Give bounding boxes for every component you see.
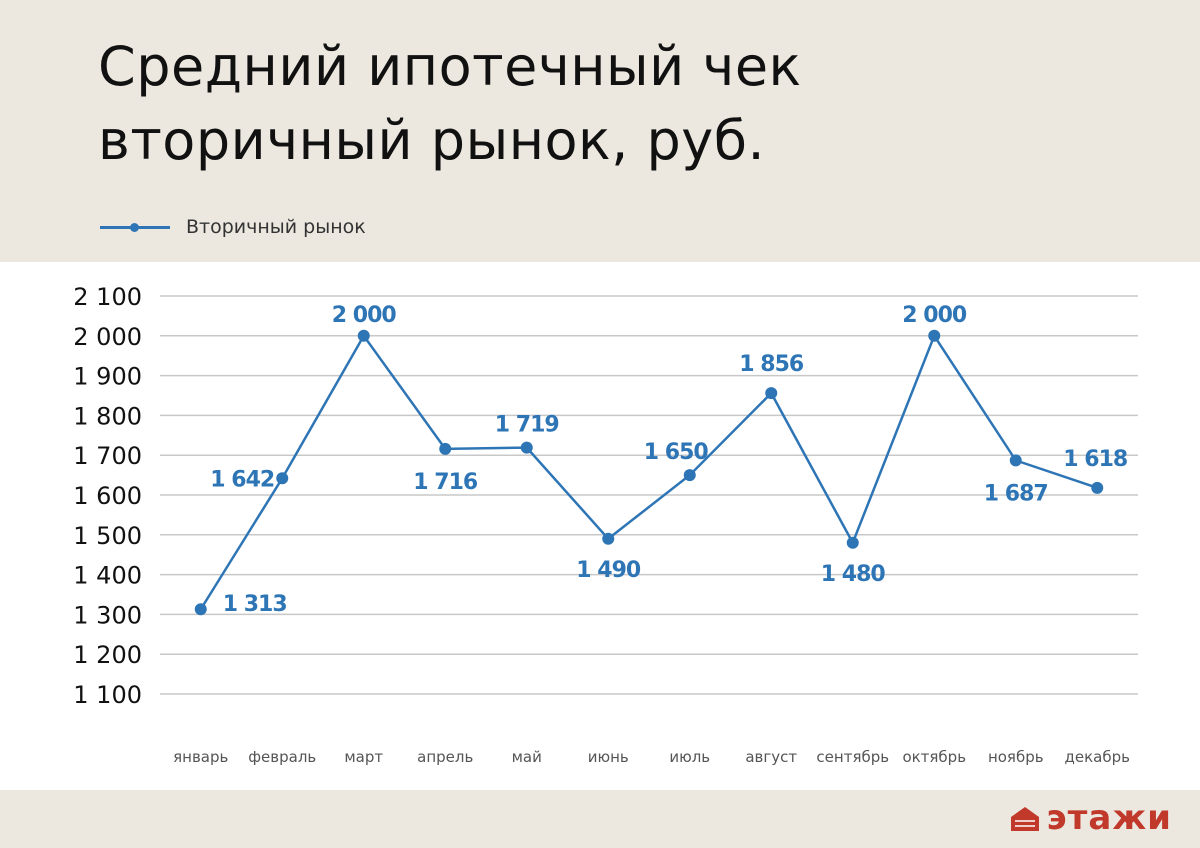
x-tick-label: апрель <box>417 748 473 766</box>
x-tick-label: июнь <box>588 748 629 766</box>
y-tick-label: 2 100 <box>73 283 142 311</box>
x-tick-label: июль <box>669 748 710 766</box>
x-tick-label: август <box>745 748 797 766</box>
chart-title: Средний ипотечный чек вторичный рынок, р… <box>98 30 1098 178</box>
legend-label: Вторичный рынок <box>186 216 366 238</box>
data-point <box>520 441 533 454</box>
x-tick-label: январь <box>173 748 228 766</box>
x-tick-label: ноябрь <box>988 748 1044 766</box>
x-tick-label: март <box>344 748 383 766</box>
brand-logo: этажи <box>1010 798 1172 838</box>
data-point <box>928 329 941 342</box>
data-label: 1 618 <box>1063 447 1127 472</box>
data-label: 1 642 <box>210 467 274 492</box>
logo-text: этажи <box>1046 798 1172 838</box>
x-tick-label: декабрь <box>1065 748 1130 766</box>
y-tick-label: 1 500 <box>73 522 142 550</box>
y-tick-label: 1 400 <box>73 562 142 590</box>
y-tick-label: 1 100 <box>73 681 142 709</box>
data-label: 2 000 <box>902 303 967 328</box>
x-tick-label: октябрь <box>902 748 966 766</box>
data-point <box>1009 454 1022 467</box>
x-tick-label: февраль <box>248 748 316 766</box>
data-point <box>357 329 370 342</box>
data-point <box>439 442 452 455</box>
chart-panel <box>0 262 1200 790</box>
data-point <box>765 387 778 400</box>
data-label: 1 716 <box>413 470 478 495</box>
x-tick-label: сентябрь <box>816 748 889 766</box>
data-label: 1 313 <box>223 592 287 617</box>
data-point <box>276 472 289 485</box>
data-point <box>1091 481 1104 494</box>
data-label: 1 650 <box>644 440 709 465</box>
y-tick-label: 2 000 <box>73 323 142 351</box>
legend-line-marker <box>100 220 170 234</box>
data-point <box>602 532 615 545</box>
data-label: 1 480 <box>821 562 886 587</box>
legend: Вторичный рынок <box>100 212 366 242</box>
data-label: 1 490 <box>576 558 641 583</box>
data-point <box>683 469 696 482</box>
house-icon <box>1010 807 1039 831</box>
y-tick-label: 1 800 <box>73 402 142 430</box>
y-tick-label: 1 200 <box>73 641 142 669</box>
data-label: 1 687 <box>984 481 1048 506</box>
title-line-2: вторичный рынок, руб. <box>98 109 766 172</box>
x-tick-label: май <box>512 748 542 766</box>
data-label: 1 856 <box>739 352 804 377</box>
y-tick-label: 1 300 <box>73 601 142 629</box>
data-point <box>194 603 207 616</box>
y-tick-label: 1 600 <box>73 482 142 510</box>
y-tick-label: 1 700 <box>73 442 142 470</box>
data-label: 1 719 <box>495 413 559 438</box>
data-point <box>846 536 859 549</box>
data-label: 2 000 <box>332 303 397 328</box>
y-tick-label: 1 900 <box>73 363 142 391</box>
title-line-1: Средний ипотечный чек <box>98 35 802 98</box>
series-line <box>199 333 1098 610</box>
